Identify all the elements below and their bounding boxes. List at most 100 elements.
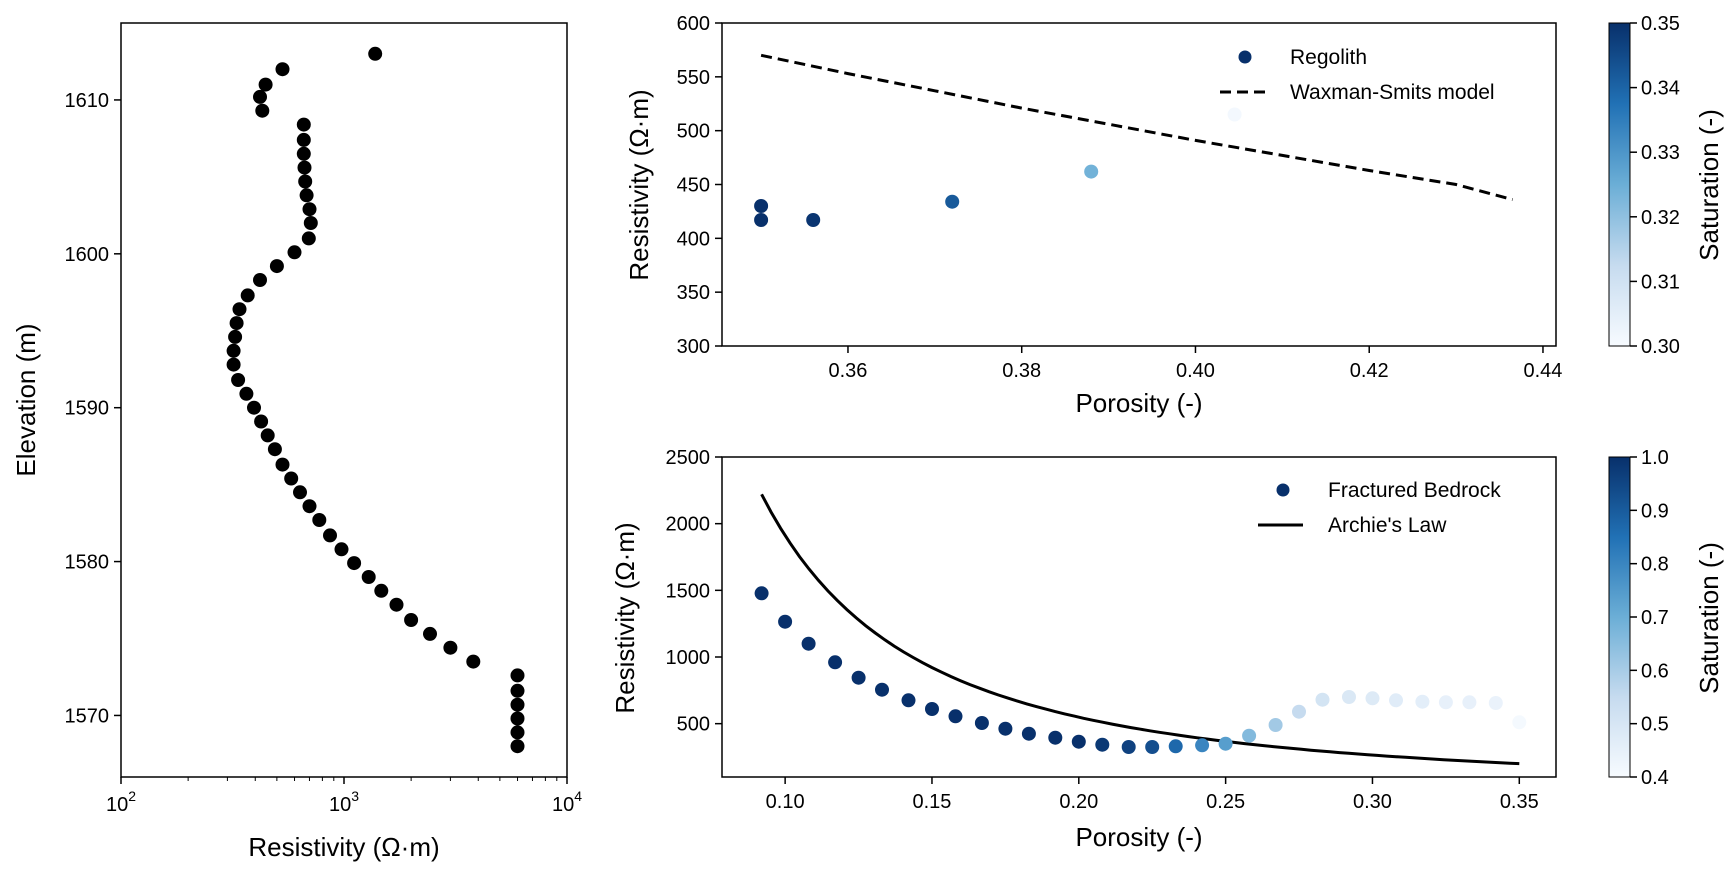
profile-chart: 102 103 104 1570 1580 1590 1600 1610 Resistivit… [11,22,582,862]
profile-point-19 [229,316,244,331]
regolith-xtick-label-2: 0.40 [1176,360,1215,382]
bedrock-point-21 [1268,718,1283,732]
bedrock-cbar-tick-label-4: 0.8 [1641,554,1669,576]
waxman-legend-label: Waxman-Smits model [1290,81,1495,104]
profile-point-3 [253,89,267,104]
regolith-legend-marker [1238,50,1252,64]
profile-point-47 [510,711,525,726]
regolith-cbar-tick-label-1: 0.31 [1641,271,1680,293]
profile-point-49 [510,739,525,754]
profile-point-5 [296,117,311,132]
regolith-ticks: 0.36 0.38 0.40 0.42 0.44 300 350 400 450 500 550 60… [677,13,1563,382]
profile-xtick-label-1: 103 [329,788,359,816]
bedrock-point-4 [851,670,866,685]
bedrock-ylabel: Resistivity (Ω·m) [610,522,640,713]
bedrock-point-24 [1342,690,1356,704]
regolith-legend-label: Regolith [1290,46,1367,69]
profile-point-45 [510,683,525,698]
profile-point-12 [303,216,318,230]
profile-ytick-label-4: 1610 [65,90,110,112]
regolith-cbar-tick-label-2: 0.32 [1641,207,1680,229]
regolith-xtick-label-0: 0.36 [829,360,868,382]
profile-axes-frame [120,22,568,778]
bedrock-point-3 [828,655,843,670]
regolith-cbar-tick-label-4: 0.34 [1641,78,1680,100]
profile-point-32 [302,499,317,514]
bedrock-point-20 [1242,728,1257,743]
bedrock-point-14 [1095,737,1110,752]
bedrock-point-29 [1462,695,1477,710]
profile-point-31 [293,485,307,500]
profile-point-27 [260,428,275,443]
bedrock-point-17 [1168,739,1183,754]
profile-point-0 [368,46,383,61]
bedrock-xlabel: Porosity (-) [1075,822,1202,852]
bedrock-cbar-tick-label-5: 0.9 [1641,500,1669,522]
regolith-ytick-label-1: 350 [677,282,710,304]
regolith-legend: Regolith Waxman-Smits model [1220,46,1495,104]
profile-point-44 [510,668,525,683]
profile-point-17 [240,288,255,303]
profile-point-20 [228,329,243,344]
regolith-ylabel: Resistivity (Ω·m) [624,89,654,280]
bedrock-plot-area [754,493,1527,766]
bedrock-ytick-label-3: 2000 [666,514,711,536]
profile-point-25 [247,400,261,415]
profile-point-34 [323,528,337,543]
bedrock-point-10 [998,721,1013,736]
profile-ytick-label-3: 1600 [65,244,110,266]
profile-point-35 [334,542,349,557]
profile-point-39 [389,597,404,612]
profile-point-26 [254,414,269,429]
bedrock-colorbar: 0.4 0.5 0.6 0.7 0.8 0.9 1.0 Saturation (-) [1608,447,1724,789]
profile-xtick-label-2: 104 [552,788,582,816]
profile-ylabel: Elevation (m) [11,323,41,476]
waxman-smits-line [760,53,1513,202]
regolith-ytick-label-5: 550 [677,67,710,89]
profile-point-6 [296,132,311,147]
profile-point-14 [287,245,302,260]
profile-point-40 [404,613,419,627]
regolith-axes-frame [721,22,1557,347]
profile-point-2 [258,77,273,92]
profile-point-4 [255,103,270,118]
regolith-point-4 [1084,164,1099,179]
regolith-chart: 0.36 0.38 0.40 0.42 0.44 300 350 400 450 500 550 60… [624,13,1724,418]
bedrock-colorbar-ticks: 0.4 0.5 0.6 0.7 0.8 0.9 1.0 [1630,447,1669,789]
profile-point-8 [297,160,312,175]
bedrock-legend-label: Fractured Bedrock [1328,479,1501,502]
regolith-colorbar: 0.30 0.31 0.32 0.33 0.34 0.35 Saturation (-) [1608,13,1724,358]
bedrock-ytick-label-1: 1000 [666,647,711,669]
bedrock-point-27 [1415,694,1430,709]
profile-point-10 [299,188,314,203]
bedrock-xtick-label-5: 0.35 [1500,791,1539,813]
profile-point-22 [226,357,241,372]
bedrock-point-5 [875,682,889,697]
bedrock-xtick-label-3: 0.25 [1206,791,1245,813]
profile-point-13 [301,231,316,246]
profile-point-37 [361,570,376,584]
profile-xlabel: Resistivity (Ω·m) [248,832,439,862]
bedrock-point-12 [1048,730,1063,745]
regolith-cbar-tick-label-5: 0.35 [1641,13,1680,35]
regolith-point-2 [806,213,821,227]
archie-law-line [760,493,1520,766]
profile-point-33 [312,513,327,527]
bedrock-cbar-tick-label-1: 0.5 [1641,714,1669,736]
bedrock-xtick-label-2: 0.20 [1059,791,1098,813]
regolith-xtick-label-4: 0.44 [1524,360,1563,382]
profile-plot-area [226,46,525,754]
bedrock-cbar-tick-label-3: 0.7 [1641,607,1669,629]
bedrock-point-7 [925,702,939,716]
bedrock-point-26 [1389,693,1403,708]
profile-point-9 [298,174,313,189]
profile-point-48 [510,725,525,740]
profile-ytick-label-2: 1590 [65,398,110,420]
profile-point-16 [253,273,267,287]
profile-point-21 [226,343,241,358]
profile-point-36 [347,556,362,571]
bedrock-point-18 [1195,738,1210,753]
bedrock-ytick-label-0: 500 [677,714,710,736]
